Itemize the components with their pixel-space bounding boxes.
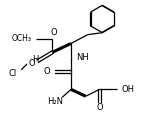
Text: H: H <box>32 55 38 64</box>
Text: O: O <box>96 102 103 112</box>
Text: O: O <box>50 28 57 37</box>
Text: Cl: Cl <box>8 69 16 78</box>
Text: O: O <box>28 59 35 68</box>
Text: OCH₃: OCH₃ <box>12 34 32 43</box>
Text: H₂N: H₂N <box>47 97 63 106</box>
Text: OH: OH <box>122 85 135 94</box>
Text: O: O <box>44 67 51 76</box>
Text: NH: NH <box>76 53 89 62</box>
